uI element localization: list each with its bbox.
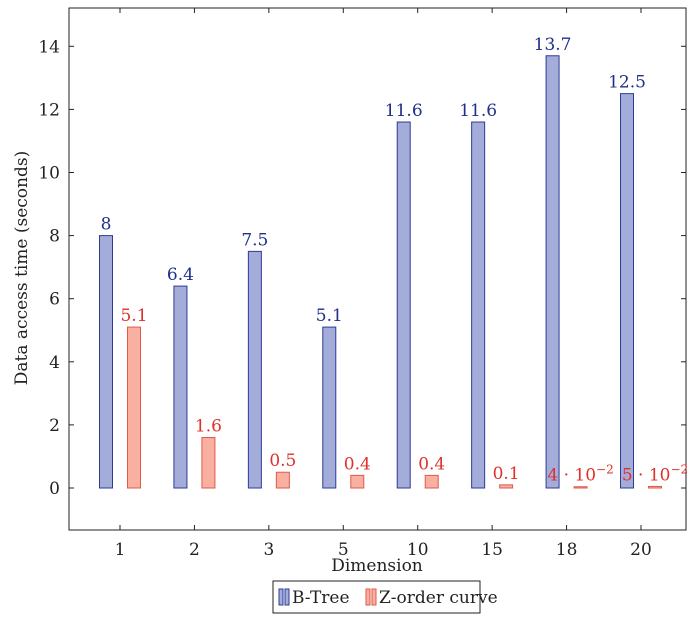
legend-swatch-b-tree-a — [278, 588, 284, 606]
legend-swatch-z-order-b — [371, 588, 377, 606]
data-labels: 8 5.1 6.4 1.6 7.5 0.5 5.1 0.4 11.6 0.4 11.6 0.1 13.7… — [101, 35, 689, 486]
data-label-z-order-curve: 0.4 — [418, 454, 445, 474]
y-tick-label: 14 — [38, 37, 60, 57]
data-label-b-tree: 5.1 — [316, 306, 343, 326]
y-tick-label: 6 — [49, 290, 60, 310]
data-label-z-order-curve: 5 · 10−2 — [622, 462, 688, 485]
y-tick-label: 8 — [49, 227, 60, 247]
x-tick-label: 1 — [115, 540, 126, 560]
bar-b-tree — [396, 121, 411, 489]
legend-swatch-b-tree-b — [284, 588, 290, 606]
bar-z-order-curve — [648, 485, 662, 489]
y-axis-title: Data access time (seconds) — [12, 151, 32, 385]
bars — [99, 55, 662, 489]
data-label-z-order-curve: 0.4 — [344, 454, 371, 474]
data-label-b-tree: 11.6 — [459, 101, 497, 121]
data-label-b-tree: 8 — [101, 215, 112, 235]
y-tick-label: 12 — [38, 100, 60, 120]
y-tick-label: 2 — [49, 416, 60, 436]
bar-b-tree — [99, 235, 113, 489]
data-label-b-tree: 12.5 — [608, 73, 646, 93]
data-label-b-tree: 11.6 — [385, 101, 423, 121]
data-label-z-order-curve: 4 · 10−2 — [547, 463, 613, 486]
legend-label-b-tree: B-Tree — [292, 588, 350, 608]
bar-b-tree — [471, 121, 486, 489]
data-label-b-tree: 13.7 — [534, 35, 572, 55]
bar-z-order-curve — [201, 437, 216, 489]
bar-b-tree — [173, 285, 188, 489]
bar-z-order-curve — [350, 474, 365, 489]
x-tick-label: 3 — [263, 540, 274, 560]
data-label-z-order-curve: 1.6 — [195, 417, 222, 437]
legend: B-Tree Z-order curve — [272, 580, 498, 614]
x-axis-title: Dimension — [331, 556, 423, 576]
x-tick-label: 2 — [189, 540, 200, 560]
bar-z-order-curve — [499, 484, 514, 489]
data-label-b-tree: 6.4 — [167, 265, 194, 285]
bar-z-order-curve — [424, 474, 439, 489]
legend-label-z-order-curve: Z-order curve — [379, 588, 498, 608]
plot-frame — [68, 7, 687, 531]
bar-b-tree — [545, 55, 560, 489]
x-tick-label: 18 — [556, 540, 578, 560]
data-label-b-tree: 7.5 — [241, 230, 268, 250]
bar-b-tree — [247, 250, 262, 489]
y-tick-label: 4 — [49, 353, 60, 373]
bar-b-tree — [620, 93, 634, 489]
bar-z-order-curve — [573, 486, 588, 489]
y-tick-label: 0 — [49, 479, 60, 499]
x-tick-label: 20 — [630, 540, 652, 560]
x-tick-label: 10 — [407, 540, 429, 560]
bar-b-tree — [322, 326, 337, 489]
y-tick-label: 10 — [38, 164, 60, 184]
x-tick-label: 15 — [481, 540, 503, 560]
bar-z-order-curve — [127, 326, 141, 489]
bar-z-order-curve — [275, 471, 290, 489]
x-tick-label: 5 — [338, 540, 349, 560]
data-label-z-order-curve: 0.1 — [493, 464, 520, 484]
legend-swatch-z-order-a — [365, 588, 371, 606]
data-label-z-order-curve: 5.1 — [120, 306, 147, 326]
data-label-z-order-curve: 0.5 — [269, 451, 296, 471]
